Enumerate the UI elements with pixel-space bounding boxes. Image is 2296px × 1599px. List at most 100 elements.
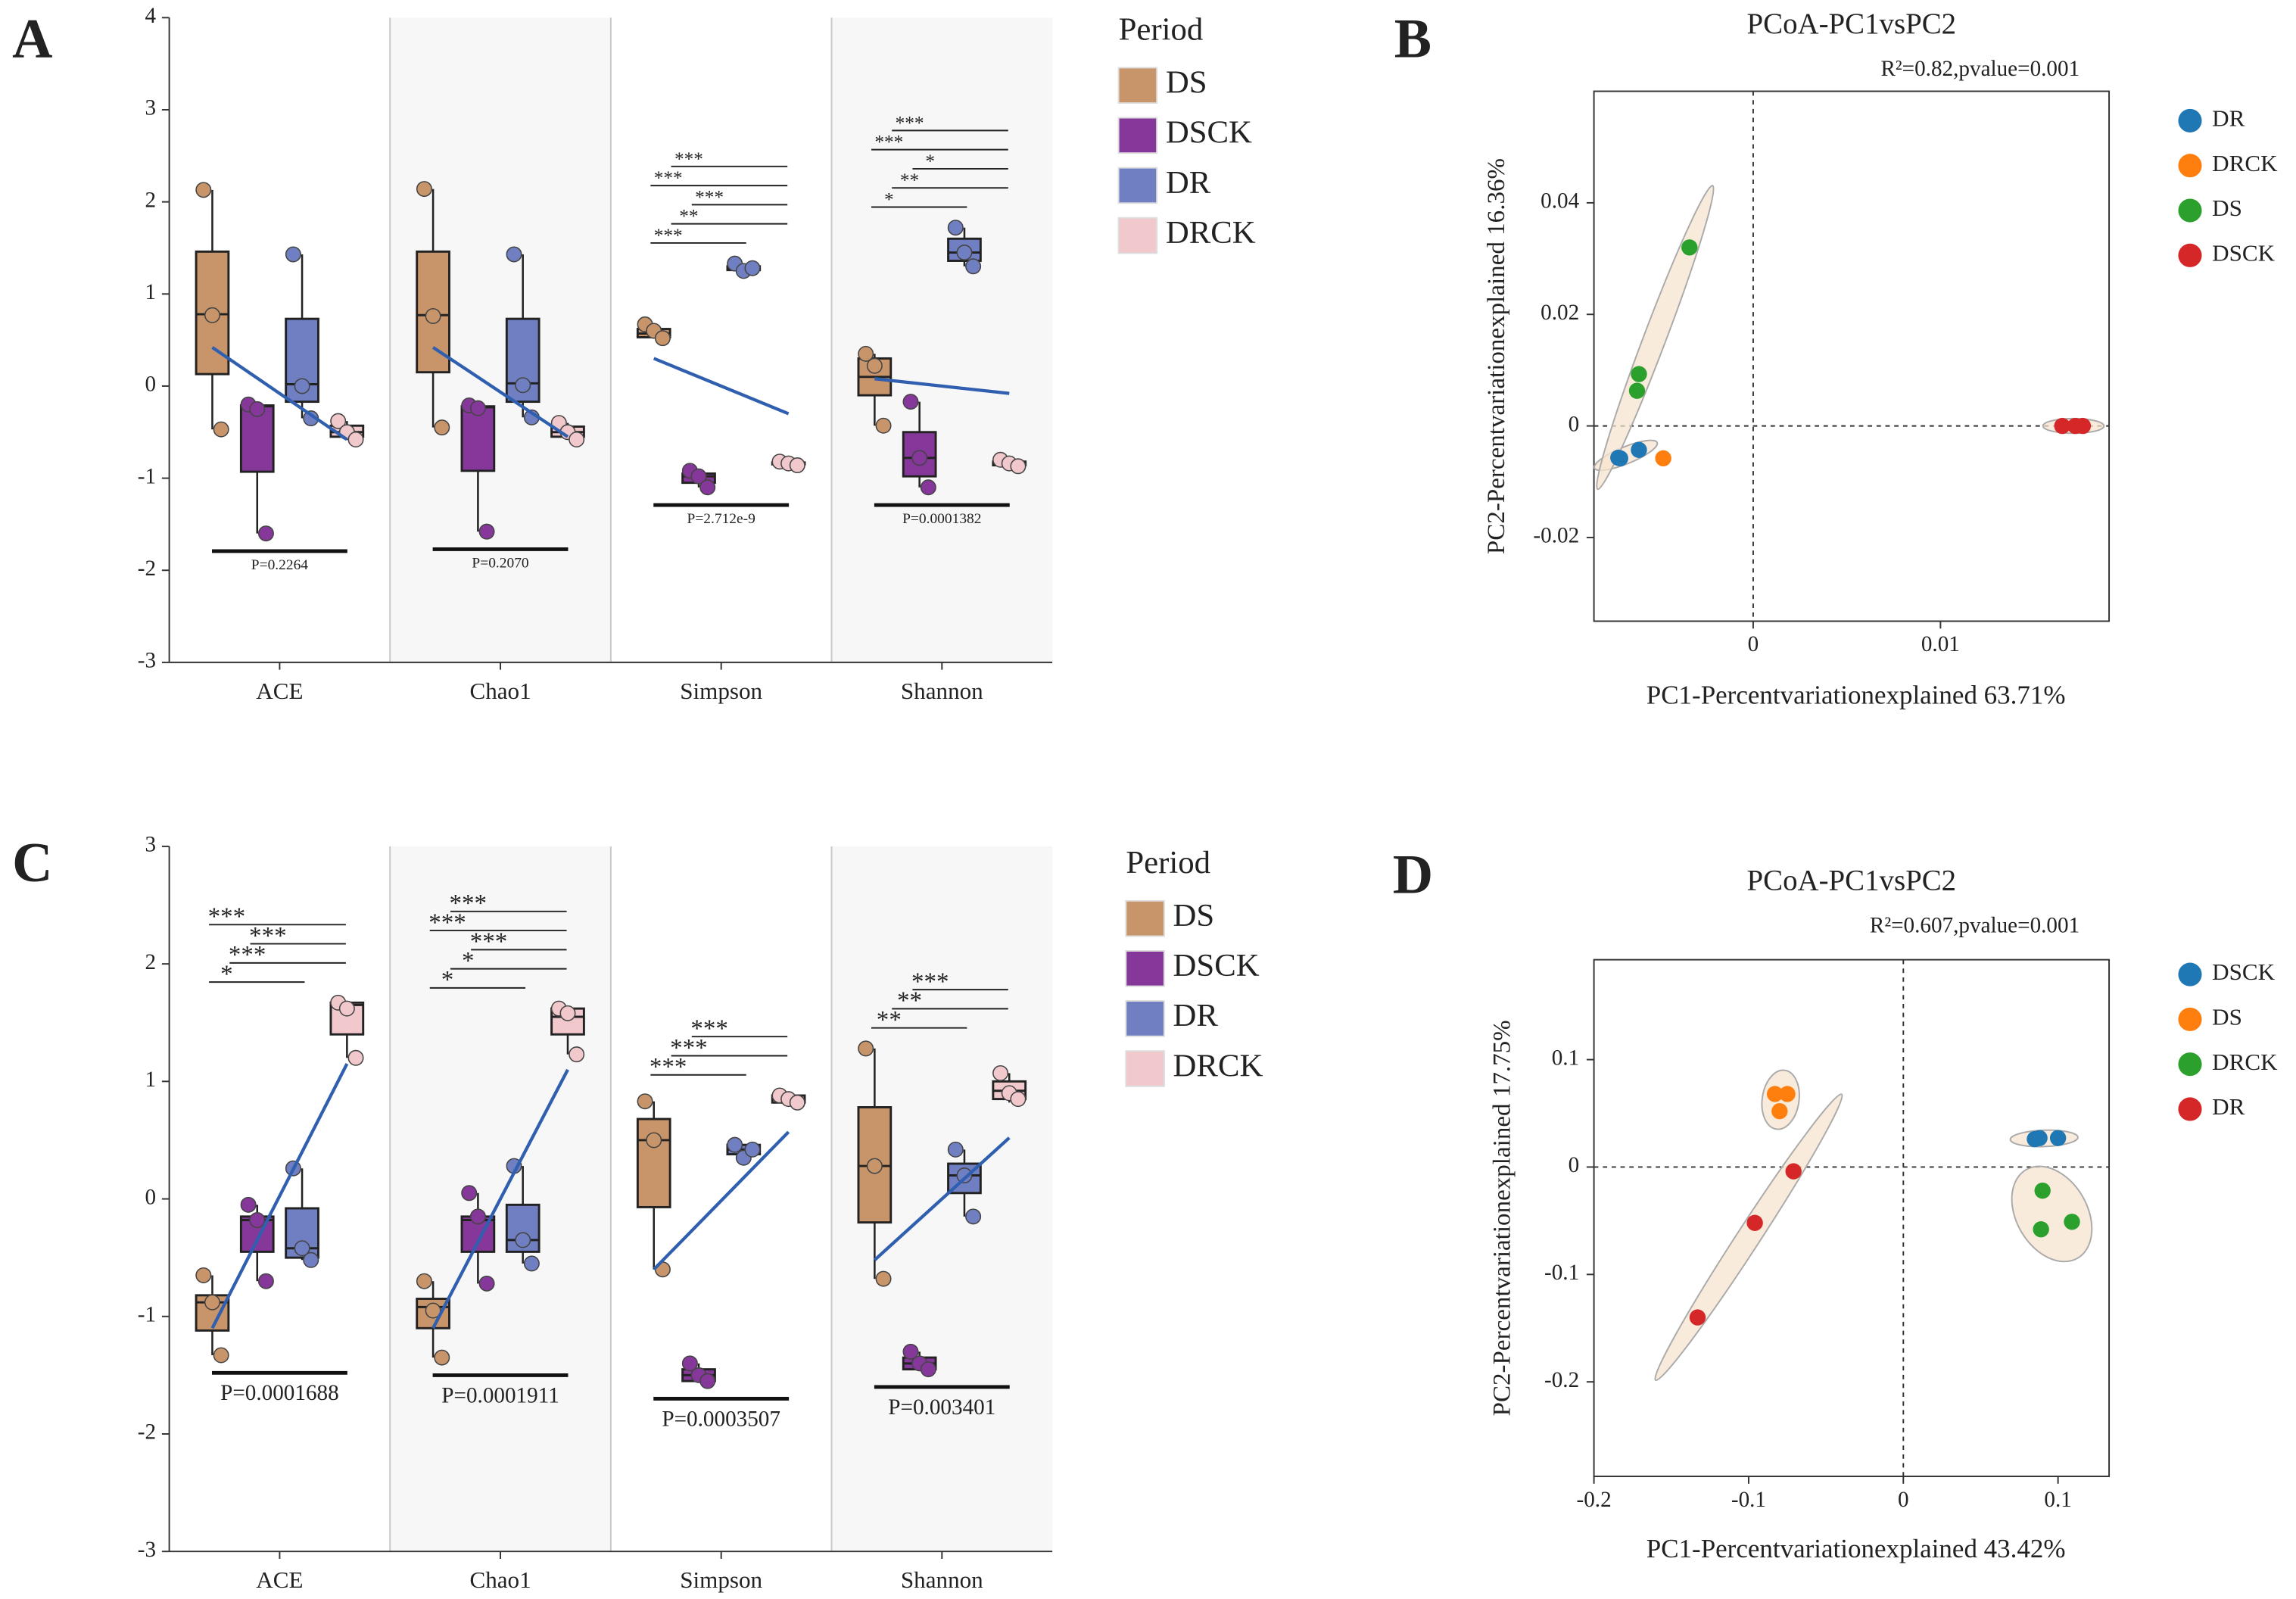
data-point: [204, 1294, 220, 1311]
p-value: P=0.0001688: [220, 1381, 339, 1405]
x-tick-label: -0.2: [1577, 1488, 1612, 1512]
significance-label: ***: [428, 909, 466, 937]
data-point: [461, 1185, 478, 1202]
p-value: P=0.2070: [472, 555, 528, 571]
data-point: [416, 181, 432, 198]
data-point: [965, 258, 982, 275]
data-point: [1746, 1214, 1763, 1231]
legend-label: DR: [2212, 1093, 2245, 1120]
significance-label: **: [897, 987, 922, 1015]
data-point: [699, 479, 716, 496]
legend-label: DSCK: [2212, 239, 2275, 266]
significance-label: **: [877, 1006, 902, 1033]
data-point: [469, 400, 486, 416]
data-point: [920, 479, 936, 496]
legend-marker: [2178, 1097, 2202, 1121]
legend-swatch: [1125, 1000, 1165, 1037]
legend-label: DS: [1173, 898, 1215, 934]
legend-swatch: [1125, 949, 1165, 987]
data-point: [213, 421, 229, 438]
annotation: R²=0.607,pvalue=0.001: [1870, 914, 2079, 938]
data-point: [416, 1273, 432, 1289]
significance-label: ***: [695, 186, 724, 207]
data-point: [478, 1275, 495, 1292]
p-value: P=0.0001911: [441, 1383, 559, 1407]
data-point: [330, 413, 347, 429]
legend-label: DSCK: [1166, 115, 1252, 151]
chart-title: PCoA-PC1vsPC2: [1747, 864, 1957, 896]
legend-label: DRCK: [1173, 1048, 1263, 1083]
data-point: [285, 246, 301, 263]
legend-marker: [2178, 243, 2202, 267]
x-tick-label: 0.01: [1921, 632, 1960, 656]
data-point: [213, 1347, 229, 1364]
data-point: [303, 1251, 319, 1268]
significance-label: ***: [674, 148, 703, 170]
legend-marker: [2178, 154, 2202, 178]
data-point: [2064, 1214, 2080, 1230]
trend-line: [431, 1068, 569, 1329]
data-point: [947, 1141, 964, 1158]
significance-label: ***: [690, 1015, 728, 1043]
data-point: [1785, 1163, 1802, 1180]
data-point: [1655, 450, 1671, 467]
significance-label: ***: [654, 225, 683, 246]
legend-marker: [2178, 1007, 2202, 1031]
data-point: [956, 245, 973, 261]
data-point: [2049, 1130, 2067, 1146]
y-tick-label: -3: [138, 1538, 156, 1562]
trend-line: [874, 377, 1010, 395]
data-point: [690, 468, 707, 485]
group-ellipse: [1654, 1093, 1843, 1382]
legend-label: DR: [1173, 998, 1219, 1033]
data-point: [654, 330, 671, 347]
legend-swatch: [1117, 167, 1158, 204]
y-tick-label: 2: [145, 188, 157, 212]
data-point: [920, 1361, 936, 1378]
legend-label: DRCK: [1166, 215, 1256, 251]
significance-label: ***: [874, 132, 903, 153]
panel-letter: A: [12, 7, 52, 69]
data-point: [523, 1255, 540, 1272]
legend-swatch: [1117, 67, 1158, 104]
data-point: [875, 1270, 892, 1287]
annotation: R²=0.82,pvalue=0.001: [1880, 57, 2079, 81]
legend-swatch: [1125, 899, 1165, 937]
data-point: [965, 1208, 982, 1225]
y-tick-label: 0: [1569, 412, 1580, 436]
y-tick-label: -0.02: [1533, 524, 1579, 548]
y-axis-label: PC2-Percentvariationexplained 16.36%: [1483, 158, 1510, 554]
data-point: [195, 182, 212, 198]
y-tick-label: -2: [138, 556, 156, 581]
data-point: [294, 1240, 310, 1257]
y-tick-label: -0.2: [1544, 1368, 1579, 1392]
data-point: [637, 1093, 653, 1110]
x-axis-label: PC1-Percentvariationexplained 43.42%: [1646, 1534, 2066, 1563]
plot-frame: [1593, 958, 2111, 1478]
data-point: [338, 1000, 355, 1017]
data-point: [434, 1349, 450, 1366]
data-point: [789, 457, 805, 474]
x-tick-label: Chao1: [469, 678, 531, 704]
data-point: [347, 431, 364, 447]
data-point: [1612, 450, 1628, 467]
data-point: [646, 1132, 662, 1149]
y-tick-label: 4: [145, 4, 157, 28]
data-point: [902, 1343, 919, 1360]
significance-label: **: [679, 206, 698, 227]
y-tick-label: 0: [145, 1185, 157, 1209]
x-tick-label: ACE: [256, 1566, 303, 1593]
group-background: [831, 17, 1053, 662]
data-point: [744, 260, 761, 276]
x-tick-label: 0: [1748, 632, 1759, 656]
trend-line: [653, 357, 790, 416]
legend-marker: [2178, 108, 2202, 132]
legend-label: DSCK: [1173, 948, 1260, 983]
significance-label: ***: [654, 167, 683, 189]
x-tick-label: ACE: [256, 678, 303, 704]
data-point: [1010, 1091, 1027, 1108]
data-point: [1631, 441, 1647, 458]
data-point: [947, 220, 964, 236]
significance-label: *: [884, 189, 894, 210]
